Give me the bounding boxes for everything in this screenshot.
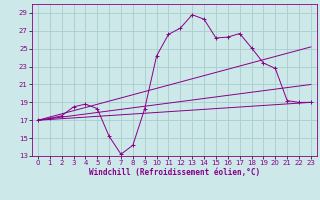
- X-axis label: Windchill (Refroidissement éolien,°C): Windchill (Refroidissement éolien,°C): [89, 168, 260, 177]
